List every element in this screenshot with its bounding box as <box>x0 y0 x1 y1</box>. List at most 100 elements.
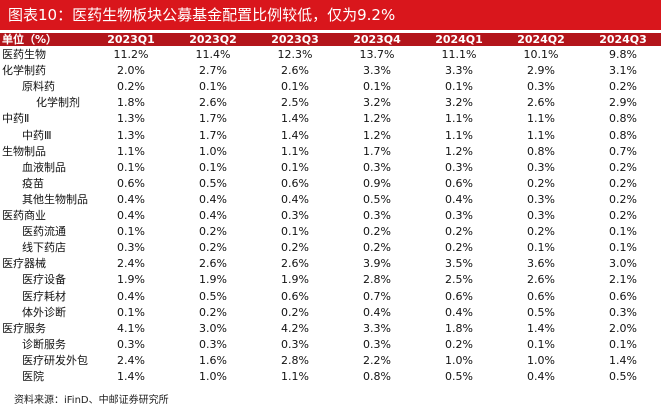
cell-value: 11.4% <box>195 48 231 61</box>
cell-value: 0.1% <box>445 80 473 94</box>
cell-value: 0.2% <box>445 337 473 351</box>
cell-value: 2.6% <box>281 257 309 271</box>
header-row: 单位（%） 2023Q1 2023Q2 2023Q3 2023Q4 2024Q1 2024Q… <box>0 33 661 46</box>
cell-value: 1.0% <box>199 144 227 158</box>
cell-value: 2.6% <box>527 273 555 287</box>
cell-value: 1.1% <box>527 112 555 126</box>
cell-value: 12.3% <box>277 48 313 61</box>
cell-value: 0.4% <box>199 192 227 206</box>
cell-value: 1.9% <box>117 273 145 287</box>
cell-value: 4.1% <box>117 321 145 335</box>
row-label: 医药流通 <box>22 225 66 239</box>
cell-value: 0.3% <box>281 337 309 351</box>
header-cell: 2024Q3 <box>599 33 647 46</box>
cell-value: 0.2% <box>445 241 473 255</box>
cell-value: 0.4% <box>363 305 391 319</box>
cell-value: 0.2% <box>609 209 637 222</box>
cell-value: 0.2% <box>199 305 227 319</box>
table-row: 医院1.4%1.0%1.1%0.8%0.5%0.4%0.5%0.4% <box>0 369 661 385</box>
cell-value: 0.3% <box>199 337 227 351</box>
cell-value: 1.0% <box>527 353 555 367</box>
row-label: 生物制品 <box>2 144 46 158</box>
cell-value: 2.8% <box>363 273 391 287</box>
cell-value: 11.2% <box>113 48 149 61</box>
cell-value: 11.1% <box>441 48 477 61</box>
cell-value: 0.1% <box>527 241 555 255</box>
cell-value: 1.4% <box>527 321 555 335</box>
cell-value: 2.0% <box>117 64 145 78</box>
cell-value: 0.9% <box>363 176 391 190</box>
cell-value: 0.4% <box>445 192 473 206</box>
row-label: 医疗耗材 <box>22 289 66 303</box>
cell-value: 0.2% <box>363 241 391 255</box>
row-label: 医疗服务 <box>2 321 46 335</box>
cell-value: 0.3% <box>281 209 309 222</box>
row-label: 医药商业 <box>2 209 46 222</box>
cell-value: 0.1% <box>199 80 227 94</box>
row-label: 线下药店 <box>22 241 66 255</box>
row-label: 血液制品 <box>22 160 66 174</box>
cell-value: 0.3% <box>527 192 555 206</box>
row-label: 医疗研发外包 <box>22 353 88 367</box>
cell-value: 3.2% <box>445 96 473 110</box>
cell-value: 2.4% <box>117 257 145 271</box>
cell-value: 2.4% <box>117 353 145 367</box>
cell-value: 0.2% <box>363 225 391 239</box>
cell-value: 9.8% <box>609 48 637 61</box>
header-cell: 2023Q3 <box>271 33 319 46</box>
cell-value: 0.2% <box>609 176 637 190</box>
cell-value: 0.5% <box>609 370 637 383</box>
cell-value: 0.4% <box>445 305 473 319</box>
cell-value: 0.8% <box>609 112 637 126</box>
row-label: 医药生物 <box>2 48 46 61</box>
cell-value: 0.2% <box>199 241 227 255</box>
cell-value: 2.5% <box>281 96 309 110</box>
cell-value: 0.1% <box>117 160 145 174</box>
cell-value: 2.6% <box>281 64 309 78</box>
cell-value: 1.9% <box>281 273 309 287</box>
cell-value: 1.8% <box>445 321 473 335</box>
cell-value: 2.0% <box>609 321 637 335</box>
cell-value: 0.8% <box>609 128 637 142</box>
cell-value: 1.4% <box>609 353 637 367</box>
row-label: 医疗器械 <box>2 257 46 271</box>
cell-value: 0.3% <box>527 160 555 174</box>
cell-value: 3.6% <box>527 257 555 271</box>
cell-value: 3.3% <box>363 321 391 335</box>
header-cell: 2023Q2 <box>189 33 237 46</box>
cell-value: 1.2% <box>363 112 391 126</box>
cell-value: 0.3% <box>117 337 145 351</box>
cell-value: 0.3% <box>609 305 637 319</box>
cell-value: 0.2% <box>281 305 309 319</box>
cell-value: 0.2% <box>117 80 145 94</box>
cell-value: 1.1% <box>281 370 309 383</box>
row-label: 诊断服务 <box>22 337 66 351</box>
header-cell: 2024Q2 <box>517 33 565 46</box>
cell-value: 1.4% <box>281 128 309 142</box>
cell-value: 0.3% <box>445 209 473 222</box>
cell-value: 4.2% <box>281 321 309 335</box>
cell-value: 0.3% <box>363 337 391 351</box>
title: 图表10：医药生物板块公募基金配置比例较低，仅为9.2% <box>0 0 661 30</box>
cell-value: 2.6% <box>199 96 227 110</box>
table-row: 疫苗0.6%0.5%0.6%0.9%0.6%0.2%0.2%0.1% <box>0 176 661 192</box>
cell-value: 0.1% <box>281 80 309 94</box>
cell-value: 2.2% <box>363 353 391 367</box>
cell-value: 3.3% <box>445 64 473 78</box>
cell-value: 1.7% <box>363 144 391 158</box>
cell-value: 0.2% <box>609 80 637 94</box>
cell-value: 2.8% <box>281 353 309 367</box>
cell-value: 0.1% <box>363 80 391 94</box>
cell-value: 0.1% <box>281 160 309 174</box>
